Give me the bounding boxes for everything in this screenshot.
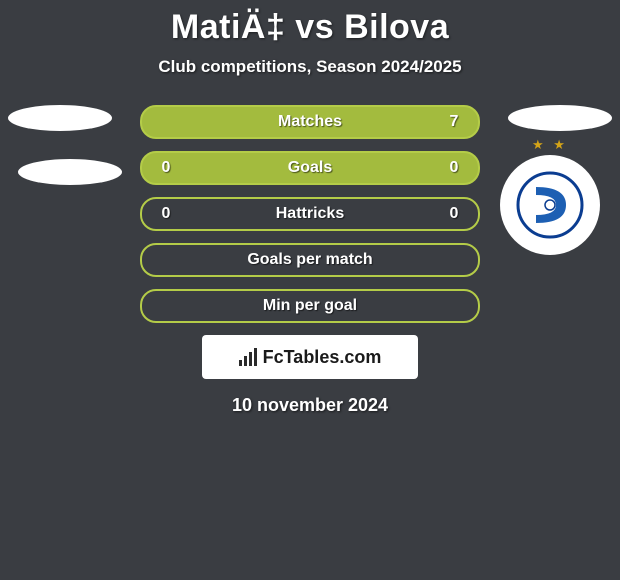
subtitle: Club competitions, Season 2024/2025 [0,57,620,77]
stat-left-value: 0 [156,159,176,177]
branding-text: FcTables.com [263,347,382,368]
club-badge: ★ ★ [500,155,600,255]
stat-label: Matches [176,113,444,131]
player-photo-placeholder [508,105,612,131]
stat-row-min-per-goal: Min per goal [140,289,480,323]
date-label: 10 november 2024 [0,395,620,416]
star-icon: ★ ★ [532,137,568,153]
stat-left-value: 0 [156,205,176,223]
stat-label: Min per goal [176,297,444,315]
stat-row-goals-per-match: Goals per match [140,243,480,277]
page-title: MatiÄ‡ vs Bilova [0,8,620,47]
stat-right-value: 7 [444,113,464,131]
player-photo-placeholder [18,159,122,185]
player-photo-placeholder [8,105,112,131]
stat-right-value: 0 [444,159,464,177]
stat-label: Goals per match [176,251,444,269]
dynamo-kyiv-logo [516,171,584,239]
stats-area: ★ ★ Matches 7 0 Goals 0 0 Hattricks 0 Go… [0,105,620,323]
stat-label: Goals [176,159,444,177]
stat-right-value: 0 [444,205,464,223]
bar-chart-icon [239,348,257,366]
branding-box[interactable]: FcTables.com [202,335,418,379]
stat-row-goals: 0 Goals 0 [140,151,480,185]
stats-card: MatiÄ‡ vs Bilova Club competitions, Seas… [0,0,620,416]
stat-row-matches: Matches 7 [140,105,480,139]
stat-label: Hattricks [176,205,444,223]
stat-row-hattricks: 0 Hattricks 0 [140,197,480,231]
